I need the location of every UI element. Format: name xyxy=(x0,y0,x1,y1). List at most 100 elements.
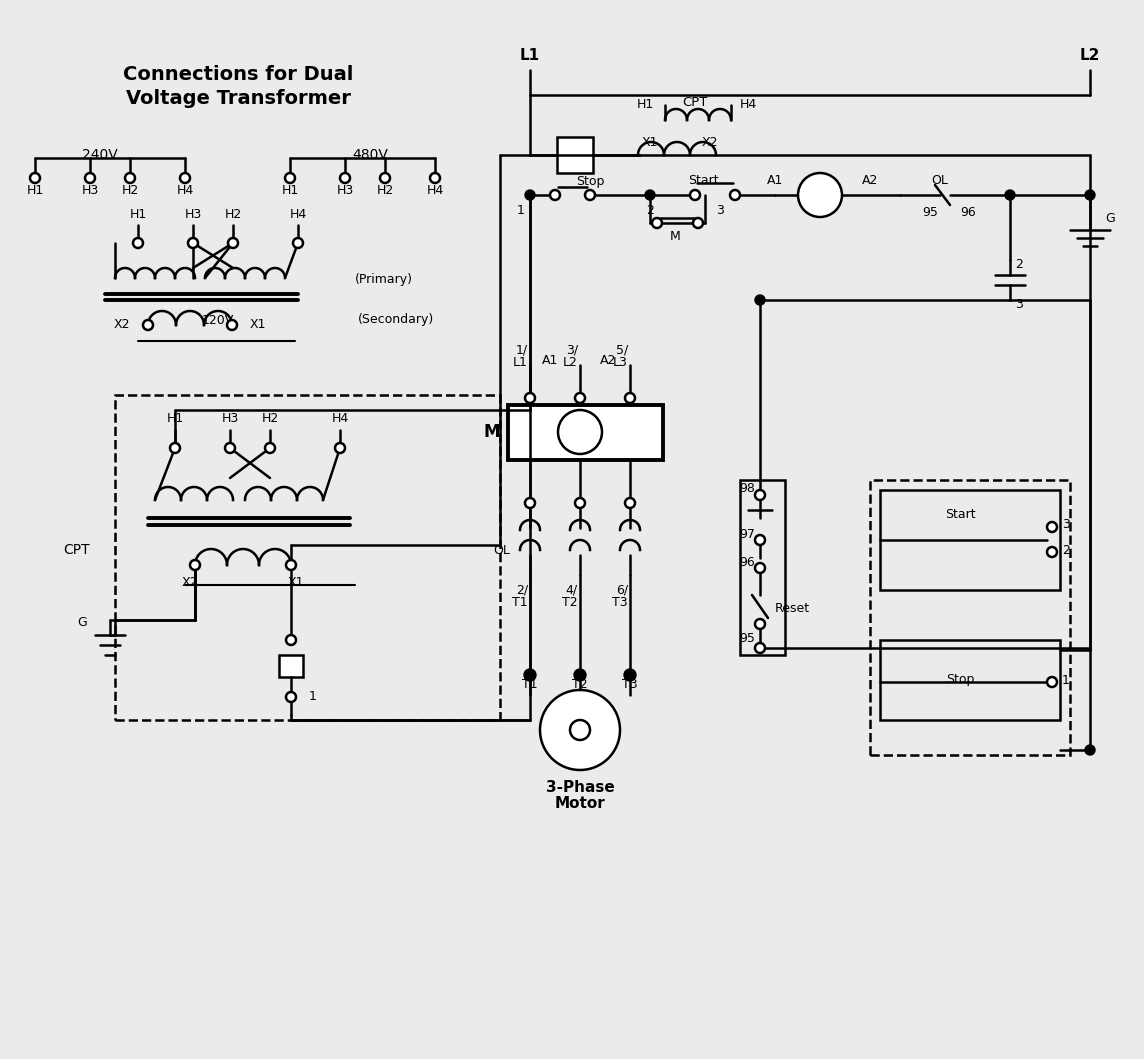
Circle shape xyxy=(180,173,190,183)
Text: H1: H1 xyxy=(129,209,146,221)
Circle shape xyxy=(690,190,700,200)
Text: 1: 1 xyxy=(517,203,525,216)
Text: X1: X1 xyxy=(251,319,267,331)
Text: 3: 3 xyxy=(716,203,724,216)
Text: 240V: 240V xyxy=(82,148,118,162)
Bar xyxy=(508,405,664,460)
Text: A2: A2 xyxy=(599,354,617,366)
Circle shape xyxy=(755,643,765,653)
Text: L3: L3 xyxy=(613,356,628,369)
Text: X2: X2 xyxy=(182,576,198,590)
Circle shape xyxy=(525,393,535,403)
Text: (Secondary): (Secondary) xyxy=(358,313,435,326)
Circle shape xyxy=(286,560,296,570)
Circle shape xyxy=(575,498,585,508)
Circle shape xyxy=(125,173,135,183)
Circle shape xyxy=(430,173,440,183)
Text: 96: 96 xyxy=(960,205,976,218)
Circle shape xyxy=(225,443,235,453)
Text: CPT: CPT xyxy=(63,543,90,557)
Bar xyxy=(557,137,593,173)
Circle shape xyxy=(645,190,656,200)
Text: Stop: Stop xyxy=(946,674,975,686)
Text: 2: 2 xyxy=(1015,258,1023,271)
Text: H4: H4 xyxy=(739,98,756,111)
Text: X2: X2 xyxy=(113,319,130,331)
Text: 3/: 3/ xyxy=(566,343,578,357)
Circle shape xyxy=(30,173,40,183)
Circle shape xyxy=(558,410,602,454)
Circle shape xyxy=(585,190,595,200)
Circle shape xyxy=(652,218,662,228)
Circle shape xyxy=(625,393,635,403)
Circle shape xyxy=(570,720,590,740)
Text: 2/: 2/ xyxy=(516,584,529,596)
Text: H3: H3 xyxy=(184,209,201,221)
Circle shape xyxy=(1047,548,1057,557)
Text: G: G xyxy=(78,616,87,629)
Circle shape xyxy=(265,443,275,453)
Text: X1: X1 xyxy=(642,136,658,148)
Bar xyxy=(869,480,1070,755)
Circle shape xyxy=(574,669,586,681)
Text: Connections for Dual
Voltage Transformer: Connections for Dual Voltage Transformer xyxy=(122,65,353,108)
Text: H1: H1 xyxy=(166,412,184,425)
Text: 1: 1 xyxy=(309,690,317,703)
Text: (Primary): (Primary) xyxy=(355,273,413,287)
Text: M: M xyxy=(669,231,681,244)
Text: H2: H2 xyxy=(376,183,394,197)
Circle shape xyxy=(525,190,535,200)
Text: 97: 97 xyxy=(739,528,755,541)
Text: 2: 2 xyxy=(646,203,654,216)
Circle shape xyxy=(625,498,635,508)
Text: 120V: 120V xyxy=(201,313,235,326)
Text: T1: T1 xyxy=(522,679,538,692)
Text: L1: L1 xyxy=(519,48,540,62)
Text: 6/: 6/ xyxy=(615,584,628,596)
Circle shape xyxy=(799,173,842,217)
Circle shape xyxy=(227,320,237,330)
Text: H2: H2 xyxy=(261,412,279,425)
Text: M: M xyxy=(812,186,828,204)
Text: L2: L2 xyxy=(1080,48,1101,62)
Text: H2: H2 xyxy=(121,183,138,197)
Text: 95: 95 xyxy=(922,205,938,218)
Circle shape xyxy=(525,498,535,508)
Text: 95: 95 xyxy=(739,631,755,645)
Text: H4: H4 xyxy=(427,183,444,197)
Text: 3: 3 xyxy=(1062,519,1070,532)
Circle shape xyxy=(755,535,765,545)
Text: H2: H2 xyxy=(224,209,241,221)
Text: H1: H1 xyxy=(636,98,653,111)
Text: H3: H3 xyxy=(222,412,239,425)
Circle shape xyxy=(1085,744,1095,755)
Circle shape xyxy=(170,443,180,453)
Text: H4: H4 xyxy=(332,412,349,425)
Circle shape xyxy=(133,238,143,248)
Bar xyxy=(880,640,1060,720)
Text: 3: 3 xyxy=(1015,299,1023,311)
Circle shape xyxy=(188,238,198,248)
Text: A1: A1 xyxy=(542,354,558,366)
Circle shape xyxy=(755,563,765,573)
Circle shape xyxy=(1047,522,1057,532)
Text: G: G xyxy=(1105,212,1114,225)
Text: 1/: 1/ xyxy=(516,343,529,357)
Circle shape xyxy=(623,669,636,681)
Text: T1: T1 xyxy=(513,596,529,610)
Text: T3: T3 xyxy=(612,596,628,610)
Circle shape xyxy=(755,490,765,500)
Text: T3: T3 xyxy=(622,679,638,692)
Text: X2: X2 xyxy=(701,136,718,148)
Circle shape xyxy=(228,238,238,248)
Text: L1: L1 xyxy=(514,356,529,369)
Text: X1: X1 xyxy=(288,576,304,590)
Circle shape xyxy=(575,393,585,403)
Circle shape xyxy=(285,173,295,183)
Text: H3: H3 xyxy=(336,183,353,197)
Circle shape xyxy=(143,320,153,330)
Text: Start: Start xyxy=(945,508,976,521)
Text: H4: H4 xyxy=(176,183,193,197)
Text: M: M xyxy=(484,423,500,441)
Text: T2: T2 xyxy=(572,679,588,692)
